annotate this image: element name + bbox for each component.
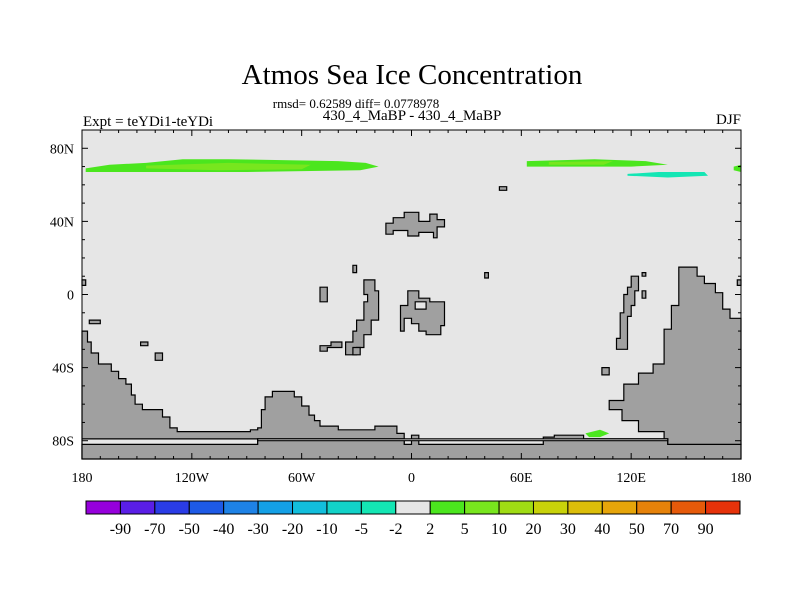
land-pacific-islet-b (140, 341, 149, 347)
colorbar-swatch (464, 500, 500, 515)
land-pacific-islet-c (154, 352, 164, 361)
land-south-america-block (81, 330, 405, 459)
land-greenland-islet (498, 186, 508, 191)
colorbar-swatch (670, 500, 707, 515)
anomaly-region-antarctic-positive-patch (585, 429, 610, 438)
x-tick-label: 120E (616, 471, 646, 486)
land-australia-pacific-block (608, 266, 742, 445)
colorbar-label: -90 (110, 521, 131, 538)
season-label: DJF (716, 112, 741, 128)
colorbar-swatch (429, 500, 466, 515)
colorbar-label: -2 (389, 521, 402, 538)
colorbar-label: 5 (461, 521, 469, 538)
land-west-arc-islet (319, 341, 343, 352)
colorbar-swatch (223, 500, 259, 515)
land-southeast-asia-islands (615, 275, 640, 350)
y-tick-label: 40N (50, 215, 74, 230)
colorbar-label: -10 (316, 521, 337, 538)
land-europe-block (385, 211, 446, 239)
anomaly-region-arctic-negative-patch (627, 172, 708, 178)
axes: 180 120W 60W 0 60E 120E 180 80N 40N 0 40S 80S (50, 130, 752, 486)
land-west-arc-block (345, 279, 380, 356)
x-tick-label: 0 (408, 471, 415, 486)
y-tick-label: 0 (67, 289, 74, 304)
colorbar-swatch (636, 500, 672, 515)
colorbar-swatch (292, 500, 328, 515)
x-tick-label: 120W (175, 471, 210, 486)
colorbar-swatch (188, 500, 225, 515)
colorbar-label: 10 (491, 521, 507, 538)
ice-shelf-strip (257, 438, 669, 442)
colorbar-swatch (567, 500, 603, 515)
colorbar-swatch (257, 500, 294, 515)
land-caribbean-islet (319, 286, 328, 303)
y-tick-label: 80S (52, 435, 74, 450)
land-west-arc-islet-2 (352, 346, 361, 356)
colorbar-label: -40 (213, 521, 234, 538)
colorbar-label: 50 (629, 521, 645, 538)
x-tick-label: 60E (510, 471, 533, 486)
land-africa-like-block (399, 290, 446, 336)
colorbar-label: -70 (144, 521, 165, 538)
land-dateline-islet-north (81, 279, 87, 286)
colorbar-label: -30 (247, 521, 268, 538)
colorbar-label: 40 (594, 521, 610, 538)
colorbar-swatch (705, 500, 741, 515)
stats-line: rmsd= 0.62589 diff= 0.0778978 (273, 96, 439, 111)
colorbar-swatch (154, 500, 190, 515)
colorbar-label: -20 (282, 521, 303, 538)
colorbar-swatch (601, 500, 638, 515)
land-africa-like-bay (414, 301, 427, 310)
colorbar-swatch (532, 500, 569, 515)
x-tick-label: 180 (72, 471, 93, 486)
colorbar-label: 20 (525, 521, 541, 538)
land-se-asia-islet-a (641, 290, 647, 299)
map-panel (81, 129, 742, 460)
land-se-asia-islet-c (601, 367, 610, 376)
colorbar-label: 30 (560, 521, 576, 538)
colorbar-label: 2 (426, 521, 434, 538)
land-se-asia-islet-b (641, 272, 647, 277)
colorbar-swatch (360, 500, 397, 515)
x-tick-label: 60W (288, 471, 316, 486)
y-tick-label: 80N (50, 142, 74, 157)
x-tick-label: 180 (731, 471, 752, 486)
y-tick-label: 40S (52, 362, 74, 377)
land-mid-ocean-islet (484, 272, 489, 279)
land-mid-atlantic-island (352, 264, 358, 274)
colorbar-swatch (326, 500, 362, 515)
colorbar-label: 90 (698, 521, 714, 538)
anomaly-region-arctic-band-west-core (146, 162, 311, 171)
colorbar-swatch (498, 500, 534, 515)
colorbar-label: -50 (179, 521, 200, 538)
colorbar-swatch (119, 500, 156, 515)
land-dateline-islet-east (736, 279, 742, 286)
colorbar-label: 70 (663, 521, 679, 538)
experiment-label: Expt = teYDi1-teYDi (83, 114, 213, 130)
land-pacific-islet-a (88, 319, 101, 325)
subtitle: 430_4_MaBP - 430_4_MaBP (323, 108, 502, 124)
colorbar-label: -5 (355, 521, 368, 538)
colorbar: -90 -70 -50 -40 -30 -20 -10 -5 -2 2 5 10 20 30 40 50 70 9… (85, 500, 741, 538)
colorbar-swatch (395, 500, 431, 515)
chart-title: Atmos Sea Ice Concentration (242, 59, 583, 91)
anomaly-region-arctic-band-east-core (548, 161, 613, 165)
colorbar-swatch (85, 500, 121, 515)
